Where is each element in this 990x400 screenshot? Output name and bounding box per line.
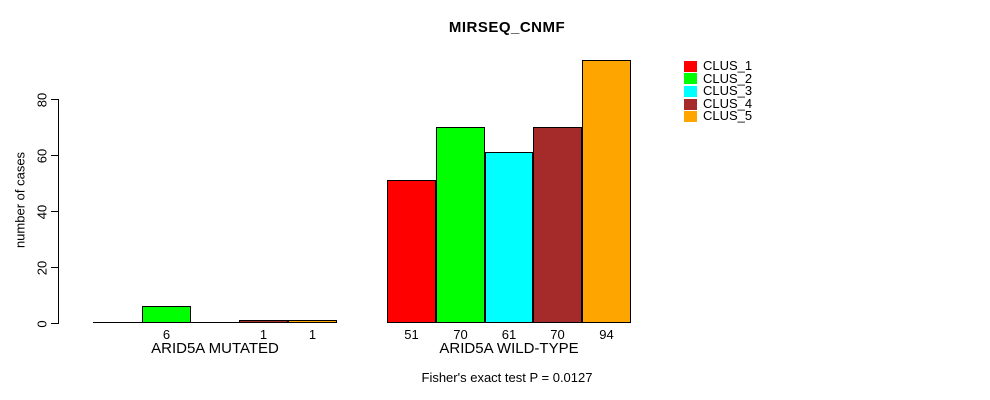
legend-swatch-icon xyxy=(684,111,697,123)
bar-value-label: 6 xyxy=(162,327,171,342)
group-baseline xyxy=(93,322,337,323)
legend-row: CLUS_5 xyxy=(684,110,752,123)
bar-clus_2 xyxy=(436,127,485,323)
bar-clus_5 xyxy=(288,320,337,323)
legend-swatch-icon xyxy=(684,85,697,97)
legend-label: CLUS_2 xyxy=(703,70,753,86)
bar-clus_2 xyxy=(142,306,191,323)
bar-value-label: 1 xyxy=(259,327,268,342)
legend-label: CLUS_1 xyxy=(703,58,753,73)
y-tick-mark xyxy=(51,211,59,212)
y-tick-mark xyxy=(51,267,59,268)
y-tick-label: 40 xyxy=(34,204,50,219)
bar-clus_5 xyxy=(582,60,631,323)
bar-clus_4 xyxy=(533,127,582,323)
x-group-label: ARID5A MUTATED xyxy=(151,340,279,357)
legend-swatch-icon xyxy=(684,60,697,72)
bar-value-label: 61 xyxy=(501,327,517,342)
bar-clus_3 xyxy=(485,152,533,323)
bar-value-label: 1 xyxy=(308,327,317,342)
y-tick-label: 0 xyxy=(34,319,50,328)
x-group-label: ARID5A WILD-TYPE xyxy=(439,340,579,357)
chart-title: MIRSEQ_CNMF xyxy=(448,19,566,36)
y-tick-mark xyxy=(51,323,59,324)
y-tick-label: 60 xyxy=(34,148,50,163)
bar-clus_4 xyxy=(239,320,288,323)
y-tick-mark xyxy=(51,155,59,156)
caption: Fisher's exact test P = 0.0127 xyxy=(421,370,593,385)
legend-label: CLUS_4 xyxy=(703,95,753,111)
y-tick-label: 80 xyxy=(34,92,50,107)
legend-row: CLUS_4 xyxy=(684,95,753,111)
legend-swatch-icon xyxy=(684,98,697,110)
y-tick-mark xyxy=(51,99,59,100)
y-axis-label: number of cases xyxy=(12,151,28,249)
legend-swatch-icon xyxy=(684,73,697,85)
bar-value-label: 70 xyxy=(550,327,565,342)
legend-row: CLUS_2 xyxy=(684,70,753,86)
bar-value-label: 51 xyxy=(404,327,419,342)
bar-value-label: 94 xyxy=(599,327,614,342)
legend-row: CLUS_3 xyxy=(684,83,753,99)
y-tick-label: 20 xyxy=(34,260,50,275)
bar-clus_1 xyxy=(387,180,436,323)
legend-label: CLUS_5 xyxy=(703,108,753,124)
legend-label: CLUS_3 xyxy=(703,83,753,99)
bar-value-label: 70 xyxy=(453,327,468,342)
legend: CLUS_1 CLUS_2 CLUS_3 CLUS_4 CLUS_5 xyxy=(684,58,753,123)
legend-row: CLUS_1 xyxy=(684,58,753,73)
